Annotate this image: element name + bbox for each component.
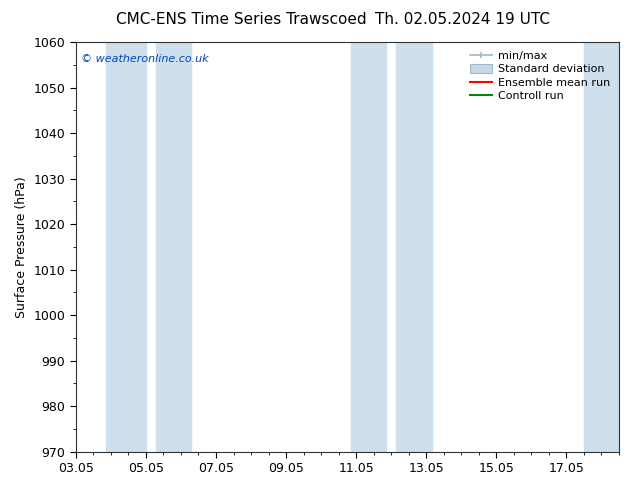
Bar — [106, 42, 146, 452]
Bar — [157, 42, 191, 452]
Bar — [396, 42, 432, 452]
Y-axis label: Surface Pressure (hPa): Surface Pressure (hPa) — [15, 176, 28, 318]
Bar — [584, 42, 619, 452]
Bar — [351, 42, 386, 452]
Text: © weatheronline.co.uk: © weatheronline.co.uk — [81, 54, 209, 64]
Text: Th. 02.05.2024 19 UTC: Th. 02.05.2024 19 UTC — [375, 12, 550, 27]
Text: CMC-ENS Time Series Trawscoed: CMC-ENS Time Series Trawscoed — [115, 12, 366, 27]
Legend: min/max, Standard deviation, Ensemble mean run, Controll run: min/max, Standard deviation, Ensemble me… — [467, 48, 614, 105]
